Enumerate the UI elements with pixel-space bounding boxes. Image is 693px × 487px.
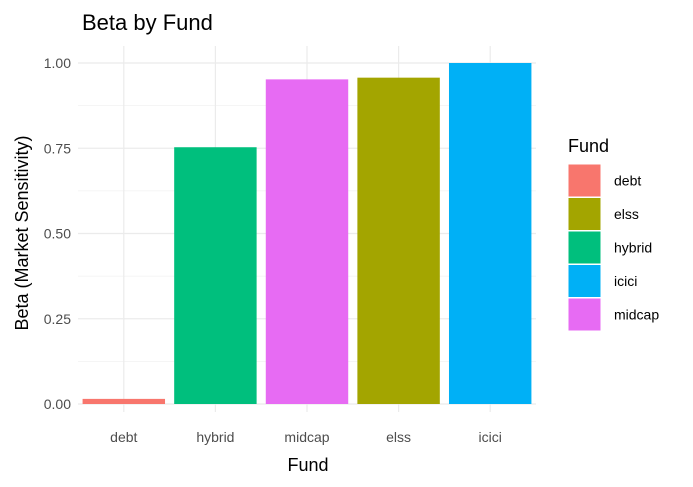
legend-label-midcap: midcap bbox=[614, 307, 659, 323]
bar-layer bbox=[82, 63, 532, 405]
bar-hybrid bbox=[174, 147, 257, 405]
legend-label-icici: icici bbox=[614, 273, 637, 289]
legend-key-hybrid bbox=[567, 230, 602, 265]
legend-key-icici bbox=[567, 264, 602, 298]
y-tick-label: 0.50 bbox=[44, 226, 71, 242]
bar-elss bbox=[357, 77, 440, 405]
legend: Fund debt elss hybrid icici midcap bbox=[567, 136, 659, 332]
x-tick-label: elss bbox=[386, 429, 411, 445]
bar-debt bbox=[82, 398, 166, 404]
x-tick-label: midcap bbox=[284, 429, 329, 445]
x-tick-label: icici bbox=[479, 429, 502, 445]
x-tick-label: hybrid bbox=[196, 429, 234, 445]
y-tick-label: 1.00 bbox=[44, 55, 71, 71]
chart-title: Beta by Fund bbox=[82, 10, 213, 35]
legend-key-debt bbox=[567, 163, 602, 198]
legend-label-elss: elss bbox=[614, 206, 639, 222]
x-tick-label: debt bbox=[110, 429, 137, 445]
y-tick-label: 0.00 bbox=[44, 396, 71, 412]
y-axis-title: Beta (Market Sensitivity) bbox=[12, 135, 32, 330]
y-tick-label: 0.25 bbox=[44, 311, 71, 327]
legend-key-elss bbox=[567, 197, 602, 231]
bar-midcap bbox=[265, 79, 349, 405]
x-axis-title: Fund bbox=[287, 455, 328, 475]
axis-layer: 0.00 0.25 0.50 0.75 1.00 debt hybrid midcap elss… bbox=[44, 55, 502, 445]
legend-label-hybrid: hybrid bbox=[614, 240, 652, 256]
y-tick-label: 0.75 bbox=[44, 140, 71, 156]
legend-key-midcap bbox=[567, 297, 602, 332]
legend-title: Fund bbox=[568, 136, 609, 156]
legend-label-debt: debt bbox=[614, 173, 641, 189]
bar-icici bbox=[448, 63, 532, 404]
